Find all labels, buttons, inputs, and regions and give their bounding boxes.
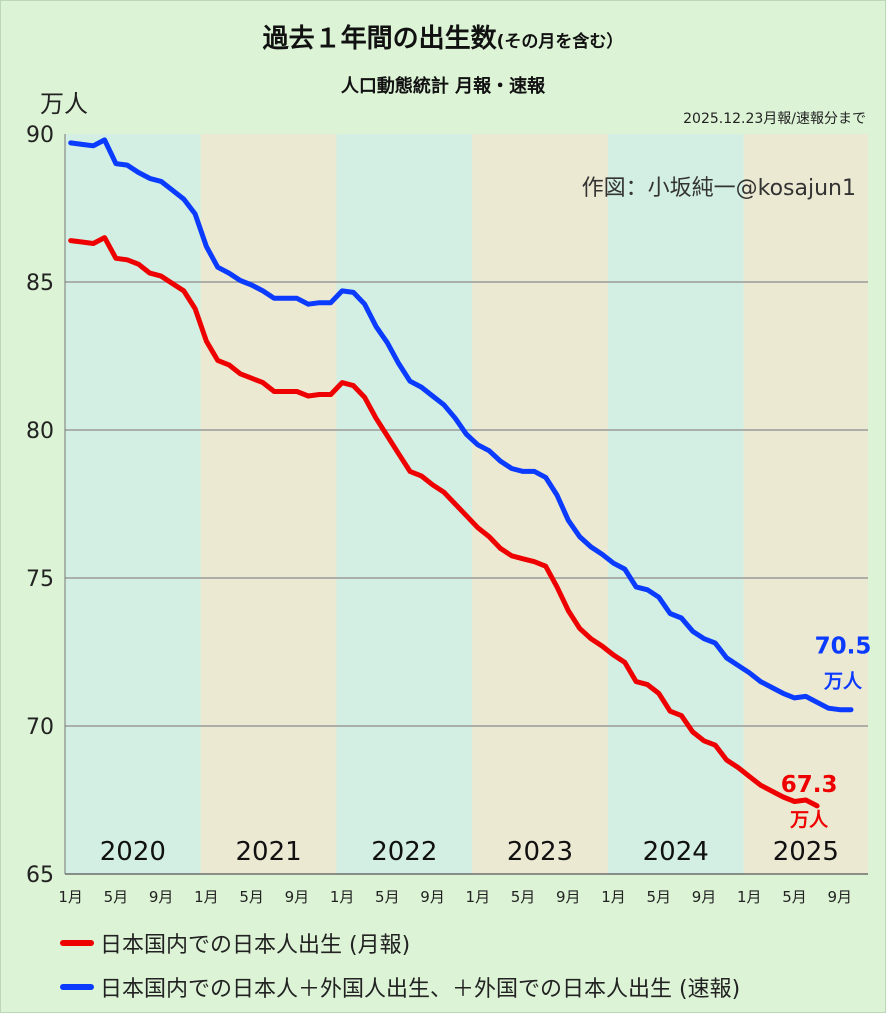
x-tick-label: 9月 (420, 888, 445, 906)
x-tick-label: 9月 (827, 888, 852, 906)
year-band-label: 2021 (235, 837, 301, 867)
chart-subtitle: 人口動態統計 月報・速報 (340, 76, 546, 97)
x-tick-label: 5月 (104, 888, 129, 906)
x-tick-label: 9月 (149, 888, 174, 906)
series-line-blue (68, 137, 854, 713)
end-value-label: 67.3 (781, 772, 838, 798)
year-band-label: 2025 (773, 837, 839, 867)
x-tick-label: 1月 (737, 888, 762, 906)
y-tick-label: 65 (26, 863, 54, 888)
legend-item-red-series: 日本国内での日本人出生 (月報) (60, 928, 410, 958)
year-band-2024 (607, 134, 744, 874)
year-band-2023 (472, 134, 608, 874)
x-tick-label: 1月 (194, 888, 219, 906)
chart-title-main: 過去１年間の出生数 (262, 24, 497, 54)
y-tick-label: 90 (26, 123, 54, 148)
legend-label-blue: 日本国内での日本人＋外国人出生、＋外国での日本人出生 (速報) (100, 977, 741, 1002)
x-tick-label: 1月 (601, 888, 626, 906)
x-tick-label: 1月 (330, 888, 355, 906)
y-tick-label: 85 (26, 271, 54, 296)
x-tick-label: 1月 (466, 888, 491, 906)
series-line-red (68, 235, 820, 809)
x-tick-label: 9月 (556, 888, 581, 906)
year-band-2022 (336, 134, 473, 874)
data-source-note: 2025.12.23月報/速報分まで (683, 111, 866, 127)
y-tick-label: 75 (26, 567, 54, 592)
x-tick-label: 5月 (782, 888, 807, 906)
year-band-label: 2022 (371, 837, 437, 867)
end-unit-label: 万人 (823, 671, 863, 693)
year-band-2025 (743, 134, 868, 874)
x-tick-label: 5月 (239, 888, 264, 906)
chart-title: 過去１年間の出生数(その月を含む） (0, 18, 886, 55)
end-unit-label: 万人 (789, 809, 829, 831)
x-tick-label: 5月 (646, 888, 671, 906)
x-tick-label: 1月 (58, 888, 83, 906)
year-band-label: 2024 (643, 837, 709, 867)
year-band-2020 (65, 134, 201, 874)
legend-swatch-blue (60, 984, 94, 990)
year-band-label: 2020 (100, 837, 166, 867)
y-axis-unit-label: 万人 (40, 90, 88, 118)
legend-item-blue-series: 日本国内での日本人＋外国人出生、＋外国での日本人出生 (速報) (60, 972, 740, 1002)
x-tick-label: 9月 (692, 888, 717, 906)
chart-title-suffix: (その月を含む） (496, 32, 624, 52)
year-band-2021 (200, 134, 337, 874)
x-tick-label: 5月 (375, 888, 400, 906)
x-tick-label: 5月 (511, 888, 536, 906)
legend-swatch-red (60, 940, 94, 946)
chart-credit: 作図：小坂純一@kosajun1 (581, 176, 856, 201)
y-tick-label: 80 (26, 419, 54, 444)
end-value-label: 70.5 (815, 634, 872, 660)
y-tick-label: 70 (26, 715, 54, 740)
x-tick-label: 9月 (285, 888, 310, 906)
year-band-label: 2023 (507, 837, 573, 867)
legend-label-red: 日本国内での日本人出生 (月報) (100, 933, 411, 958)
